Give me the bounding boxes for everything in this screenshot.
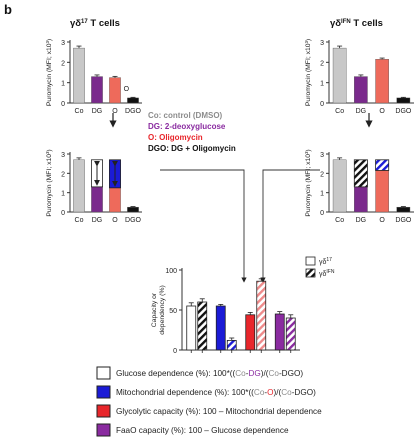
bar-gdifn-0 — [197, 301, 208, 351]
legend-dgo: DGO: DG + Oligomycin — [148, 144, 236, 153]
x-tick-label-o: O — [379, 108, 385, 115]
y-tick-label: 2 — [320, 171, 324, 178]
x-tick-label-o: O — [379, 217, 385, 224]
connector-left — [160, 169, 247, 283]
treatment-legend: Co: control (DMSO) DG: 2-deoxyglucose O:… — [148, 111, 236, 153]
y-tick-label: 1 — [61, 81, 65, 88]
swatch-faao-capacity — [96, 423, 111, 437]
x-tick-label-o: O — [112, 108, 118, 115]
y-tick-label: 3 — [320, 40, 324, 47]
chart-title: γδ17 T cells — [70, 18, 120, 29]
bar-dgo — [396, 206, 411, 213]
legend-co: Co: control (DMSO) — [148, 111, 223, 120]
x-tick-label-dgo: DGO — [395, 108, 412, 115]
y-tick-label: 1 — [320, 191, 324, 198]
connector-right — [260, 169, 320, 283]
x-tick-label-co: Co — [335, 108, 344, 115]
legend-swatch-gd17 — [305, 256, 316, 266]
y-tick-label: 3 — [61, 152, 65, 159]
bar-co — [73, 47, 85, 104]
y-tick-label: 0 — [320, 101, 324, 108]
swatch-glucose-dependence — [96, 366, 111, 380]
segment-glucose-dependence — [353, 159, 368, 188]
segment-mito-dependence — [375, 159, 390, 171]
y-tick-label: 2 — [61, 60, 65, 67]
bar-gd17-3 — [274, 313, 285, 351]
bar-dgo — [127, 206, 139, 213]
bar-o — [109, 77, 121, 104]
bar-gdifn-3 — [285, 317, 296, 351]
x-tick-label-dgo: DGO — [395, 217, 412, 224]
panel-letter: b — [4, 2, 12, 17]
y-axis-label: dependency (%) — [159, 285, 166, 335]
x-tick-label-dg: DG — [356, 108, 367, 115]
y-tick-label: 0 — [61, 101, 65, 108]
y-axis-label: Puromycin (MFI; x10³) — [305, 149, 312, 216]
y-axis-label: Puromycin (MFI; x10³) — [305, 39, 312, 106]
x-tick-label-co: Co — [335, 217, 344, 224]
bar-dg — [91, 76, 103, 104]
y-tick-label: 50 — [169, 308, 177, 315]
bar-o — [109, 187, 121, 213]
formula-legend: Glucose dependence (%): 100*((Co-DG)/(Co… — [96, 366, 322, 437]
legend-dg: DG: 2-deoxyglucose — [148, 122, 226, 131]
bar-gd17-1 — [215, 305, 226, 351]
y-tick-label: 0 — [61, 210, 65, 217]
y-tick-label: 0 — [173, 348, 177, 355]
bar-dg — [354, 186, 368, 213]
bar-dgo — [127, 97, 139, 104]
bar-gd17-0 — [186, 305, 197, 351]
bar-co — [332, 159, 347, 213]
bar-gd17-2 — [245, 314, 256, 351]
bar-co — [332, 47, 347, 104]
bar-gdifn-1 — [226, 339, 237, 351]
bar-o — [375, 170, 389, 213]
formula-faao: FaaO capacity (%): 100 – Glucose depende… — [116, 426, 289, 435]
formula-glyco: Glycolytic capacity (%): 100 – Mitochond… — [116, 407, 322, 416]
x-tick-label-dgo: DGO — [125, 217, 142, 224]
y-tick-label: 3 — [61, 40, 65, 47]
legend-swatch-gdifn — [305, 268, 316, 278]
formula-glucose: Glucose dependence (%): 100*((Co-DG)/(Co… — [116, 369, 303, 378]
swatch-glycolytic-capacity — [96, 404, 111, 418]
y-axis-label: Capacity or — [151, 292, 158, 327]
x-tick-label-o: O — [112, 217, 118, 224]
y-tick-label: 1 — [320, 81, 324, 88]
x-tick-label-dg: DG — [92, 217, 103, 224]
chart-capacity: 0 50 100 Capacity or dependency (%) γδ17 γδIFN — [151, 256, 335, 355]
y-tick-label: 100 — [165, 268, 177, 275]
y-tick-label: 3 — [320, 152, 324, 159]
swatch-mitochondrial-dependence — [96, 385, 111, 399]
x-tick-label-dg: DG — [356, 217, 367, 224]
bar-dgo — [396, 97, 411, 104]
y-tick-label: 2 — [61, 171, 65, 178]
chart-tl: 0 1 2 3 Puromycin (MFI; x10³) γδ17 T cells Co D… — [46, 18, 142, 115]
bar-gdifn-2 — [256, 280, 267, 351]
bar-dg — [91, 186, 103, 213]
y-tick-label: 0 — [320, 210, 324, 217]
chart-tr: 0 1 2 3 Puromycin (MFI; x10³) γδIFN T cells Co… — [305, 18, 414, 115]
bar-annotation: O — [124, 86, 130, 93]
chart-title: γδIFN T cells — [330, 18, 383, 29]
formula-mito: Mitochondrial dependence (%): 100*((Co-O… — [116, 388, 316, 397]
y-tick-label: 2 — [320, 60, 324, 67]
legend-o: O: Oligomycin — [148, 133, 203, 142]
bar-dg — [354, 76, 368, 104]
x-tick-label-dgo: DGO — [125, 108, 142, 115]
y-axis-label: Puromycin (MFI; x10³) — [46, 149, 53, 216]
x-tick-label-co: Co — [75, 217, 84, 224]
y-tick-label: 1 — [61, 191, 65, 198]
x-tick-label-dg: DG — [92, 108, 103, 115]
x-tick-label-co: Co — [75, 108, 84, 115]
legend-label-gdifn: γδIFN — [319, 269, 335, 278]
bar-co — [73, 159, 85, 213]
legend-label-gd17: γδ17 — [319, 257, 332, 266]
y-axis-label: Puromycin (MFI; x10³) — [46, 39, 53, 106]
bar-o — [375, 59, 389, 104]
